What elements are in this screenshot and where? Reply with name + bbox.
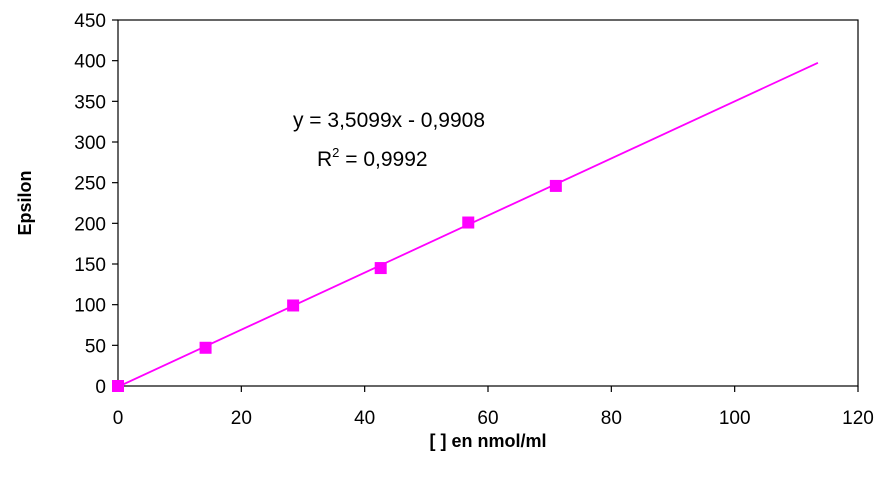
data-point [287,299,300,312]
y-tick-label: 350 [74,92,106,113]
data-point [374,262,387,275]
r2-superscript: 2 [332,145,339,160]
y-axis-title: Epsilon [15,170,35,235]
x-tick-label: 20 [231,408,252,429]
y-axis-ticks: 0 50 100 150 200 250 300 350 400 450 [74,11,118,398]
x-axis-title: [ ] en nmol/ml [430,431,547,451]
data-points [112,179,562,392]
r2-annotation: R2 = 0,9992 [317,145,428,171]
y-tick-label: 150 [74,255,106,276]
y-tick-label: 300 [74,133,106,154]
x-tick-label: 120 [842,408,874,429]
data-point [462,216,475,229]
equation-annotation: y = 3,5099x - 0,9908 [293,109,485,132]
data-point [112,380,124,392]
x-tick-label: 0 [113,408,124,429]
x-tick-label: 40 [354,408,375,429]
r2-prefix: R [317,148,332,171]
y-tick-label: 450 [74,11,106,32]
x-tick-label: 60 [477,408,498,429]
y-tick-label: 100 [74,296,106,317]
r2-value: = 0,9992 [339,148,427,171]
y-tick-label: 400 [74,52,106,73]
x-axis-ticks: 0 20 40 60 80 100 120 [113,386,874,429]
x-tick-label: 100 [719,408,751,429]
x-tick-label: 80 [601,408,622,429]
y-tick-label: 0 [95,377,106,398]
y-tick-label: 50 [85,336,106,357]
y-tick-label: 250 [74,174,106,195]
data-point [549,179,562,192]
y-tick-label: 200 [74,214,106,235]
data-point [199,341,212,354]
plot-area [117,19,859,387]
